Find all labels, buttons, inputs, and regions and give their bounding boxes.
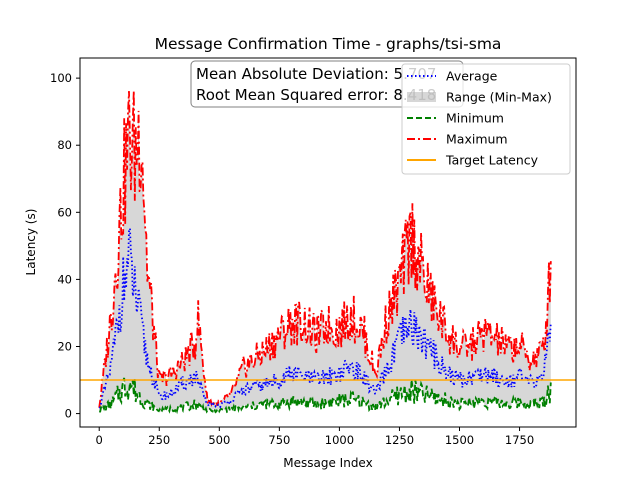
legend-box bbox=[401, 63, 571, 175]
y-tick-label: 80 bbox=[57, 138, 72, 152]
x-tick-label: 750 bbox=[268, 433, 290, 447]
axes: 0 250 500 750 1000 1250 1500 1750 0 20 40 60 80 100 bbox=[50, 57, 577, 447]
legend-label-maximum: Maximum bbox=[446, 132, 508, 147]
y-tick-label: 60 bbox=[57, 205, 72, 219]
y-tick-label: 20 bbox=[57, 339, 72, 353]
x-tick-label: 1750 bbox=[505, 433, 534, 447]
legend-label-range: Range (Min-Max) bbox=[446, 90, 552, 105]
x-tick-label: 1000 bbox=[325, 433, 354, 447]
x-axis-label: Message Index bbox=[283, 456, 372, 470]
x-tick-label: 1250 bbox=[385, 433, 414, 447]
maximum-line bbox=[98, 90, 552, 408]
legend-label-average: Average bbox=[446, 69, 498, 84]
y-tick-label: 40 bbox=[57, 272, 72, 286]
y-axis-label: Latency (s) bbox=[24, 209, 38, 276]
y-tick-label: 100 bbox=[50, 71, 72, 85]
chart-title: Message Confirmation Time - graphs/tsi-s… bbox=[155, 35, 502, 53]
range-layer bbox=[99, 90, 551, 413]
x-tick-label: 250 bbox=[148, 433, 170, 447]
y-tick-label: 0 bbox=[65, 407, 72, 421]
axes-frame bbox=[79, 57, 577, 428]
legend-label-minimum: Minimum bbox=[446, 111, 504, 126]
x-tick-label: 500 bbox=[208, 433, 230, 447]
x-tick-label: 1500 bbox=[445, 433, 474, 447]
legend-swatch-range bbox=[407, 92, 436, 102]
stats-annotation: Mean Absolute Deviation: 5.707 Root Mean… bbox=[190, 60, 464, 108]
legend-label-target: Target Latency bbox=[445, 153, 539, 168]
legend: Average Range (Min-Max) Minimum Maximum … bbox=[401, 63, 571, 175]
average-line bbox=[98, 228, 552, 410]
stats-line-rmse: Root Mean Squared error: 8.418 bbox=[196, 86, 436, 104]
minimum-layer bbox=[99, 377, 552, 415]
x-tick-label: 0 bbox=[96, 433, 103, 447]
average-layer bbox=[98, 228, 552, 410]
minimum-line bbox=[99, 377, 552, 415]
maximum-layer bbox=[98, 90, 552, 408]
stats-line-mad: Mean Absolute Deviation: 5.707 bbox=[196, 65, 436, 83]
range-fill bbox=[99, 90, 551, 413]
